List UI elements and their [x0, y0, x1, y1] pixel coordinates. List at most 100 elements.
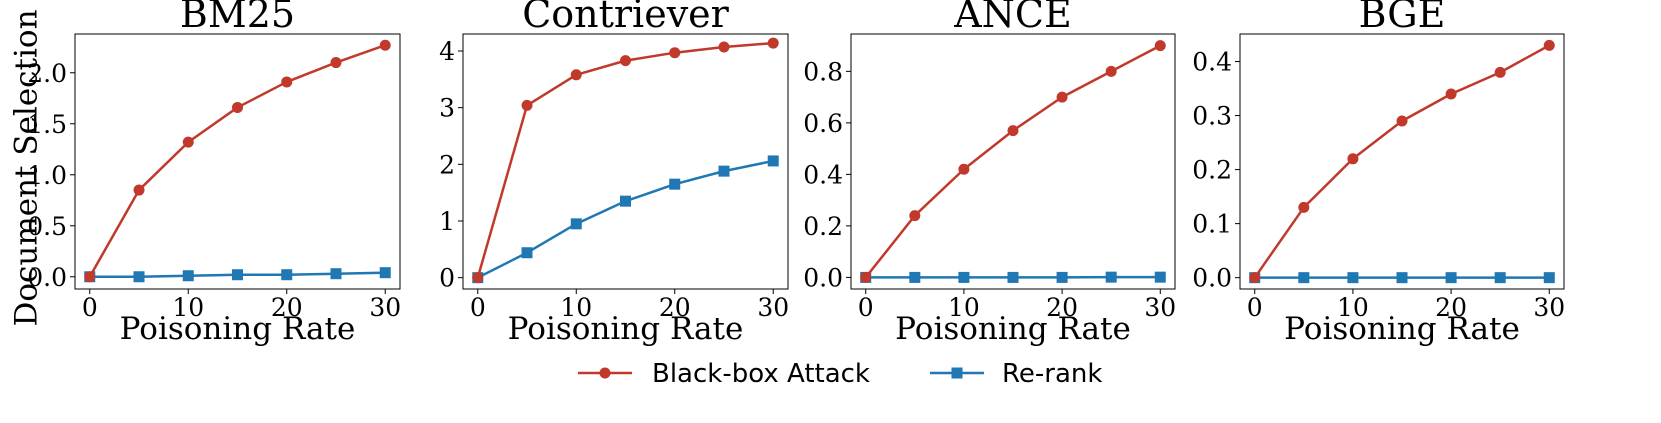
data-point-attack — [860, 271, 872, 283]
x-tick-label: 20 — [1046, 293, 1078, 322]
data-point-rerank — [909, 271, 921, 283]
y-tick-label: 0 — [439, 264, 455, 293]
data-point-attack — [1154, 40, 1166, 52]
data-point-attack — [182, 136, 194, 148]
data-point-rerank — [1298, 272, 1310, 284]
x-tick-label: 0 — [470, 293, 486, 322]
chart-panel-0: BM25 0 10 20 30 0.0 0.5 1.0 1.5 2.0 Poisoning Rate — [27, 0, 401, 347]
plot-frame — [850, 33, 1176, 290]
chart-title: Contriever — [522, 0, 729, 36]
y-tick-label: 0.0 — [27, 263, 67, 292]
data-point-rerank — [1347, 272, 1359, 284]
data-point-rerank — [570, 218, 582, 230]
data-point-rerank — [1154, 271, 1166, 283]
y-axis-label: Document Selection — [9, 9, 45, 326]
data-point-attack — [1056, 91, 1068, 103]
series-line-attack — [476, 41, 774, 279]
y-tick-label: 0.4 — [1192, 48, 1232, 77]
x-tick-label: 20 — [271, 293, 303, 322]
x-tick-label: 10 — [948, 293, 980, 322]
data-point-rerank — [232, 269, 243, 281]
legend-attack-marker — [599, 367, 611, 379]
data-point-rerank — [133, 271, 145, 283]
legend-rerank-label: Re-rank — [1002, 359, 1102, 389]
data-point-rerank — [1105, 271, 1117, 283]
chart-title: BM25 — [180, 0, 295, 36]
data-point-attack — [620, 55, 631, 67]
data-point-rerank — [718, 165, 730, 177]
data-point-rerank — [620, 195, 631, 207]
plot-frame — [74, 33, 401, 290]
data-point-rerank — [1494, 272, 1506, 284]
y-tick-label: 0.5 — [27, 212, 67, 241]
chart-panel-2: ANCE 0 10 20 30 0.0 0.2 0.4 0.6 0.8 Poisoning Rate — [803, 0, 1176, 347]
x-tick-label: 20 — [1435, 293, 1467, 322]
y-tick-label: 0.0 — [1192, 264, 1232, 293]
data-point-attack — [1396, 115, 1408, 127]
y-tick-label: 4 — [439, 37, 455, 66]
y-tick-label: 3 — [439, 94, 455, 123]
y-tick-label: 2 — [439, 150, 455, 179]
y-tick-label: 0.2 — [803, 212, 843, 241]
chart-panel-1: Contriever 0 10 20 30 0 1 2 3 4 Poisoning Rate — [439, 0, 789, 347]
data-point-attack — [521, 99, 533, 111]
y-tick-label: 1.5 — [27, 110, 67, 139]
data-point-attack — [1543, 39, 1555, 51]
data-point-rerank — [1396, 272, 1408, 284]
data-point-attack — [84, 271, 96, 283]
data-point-attack — [232, 101, 243, 113]
x-tick-label: 20 — [659, 293, 691, 322]
series-line-attack — [88, 44, 386, 278]
chart-title: BGE — [1359, 0, 1446, 36]
data-point-rerank — [379, 267, 391, 279]
x-tick-label: 30 — [1533, 293, 1565, 322]
y-tick-label: 1.0 — [27, 161, 67, 190]
x-tick-label: 10 — [560, 293, 592, 322]
data-point-attack — [133, 184, 145, 196]
y-tick-label: 0.0 — [803, 263, 843, 292]
data-point-attack — [1494, 66, 1506, 78]
data-point-attack — [958, 163, 970, 175]
x-tick-label: 0 — [82, 293, 98, 322]
data-point-attack — [767, 37, 779, 49]
data-point-attack — [909, 210, 921, 222]
x-axis-label: Poisoning Rate — [120, 311, 356, 347]
data-point-attack — [1298, 201, 1310, 213]
y-tick-label: 0.3 — [1192, 102, 1232, 131]
data-point-rerank — [669, 178, 681, 190]
x-tick-label: 30 — [369, 293, 401, 322]
series-line-rerank — [477, 159, 774, 279]
x-tick-label: 0 — [858, 293, 874, 322]
series-line-attack — [1253, 44, 1550, 279]
chart-panel-3: BGE 0 10 20 30 0.0 0.1 0.2 0.3 0.4 Poisoning Rate — [1192, 0, 1565, 347]
data-point-attack — [472, 272, 484, 284]
data-point-attack — [718, 41, 730, 53]
y-tick-label: 0.6 — [803, 109, 843, 138]
data-point-rerank — [182, 270, 194, 282]
chart-title: ANCE — [953, 0, 1072, 36]
y-tick-label: 0.4 — [803, 160, 843, 189]
data-point-attack — [281, 76, 293, 88]
y-tick-label: 0.2 — [1192, 156, 1232, 185]
x-tick-label: 0 — [1247, 293, 1263, 322]
plot-frame — [462, 33, 789, 290]
x-tick-label: 10 — [172, 293, 204, 322]
x-axis-label: Poisoning Rate — [1284, 311, 1520, 347]
data-point-rerank — [521, 247, 533, 259]
x-tick-label: 10 — [1337, 293, 1369, 322]
legend-rerank-marker — [951, 367, 963, 379]
y-tick-label: 0.8 — [803, 57, 843, 86]
data-point-rerank — [1543, 272, 1555, 284]
data-point-attack — [1249, 272, 1261, 284]
data-point-rerank — [958, 271, 970, 283]
data-point-rerank — [281, 269, 293, 281]
data-point-rerank — [767, 155, 779, 167]
y-tick-label: 1 — [439, 207, 455, 236]
x-tick-label: 30 — [1144, 293, 1176, 322]
data-point-rerank — [1445, 272, 1457, 284]
data-point-rerank — [1007, 271, 1019, 283]
data-point-attack — [1347, 153, 1359, 165]
x-axis-label: Poisoning Rate — [508, 311, 744, 347]
data-point-attack — [1105, 65, 1117, 77]
